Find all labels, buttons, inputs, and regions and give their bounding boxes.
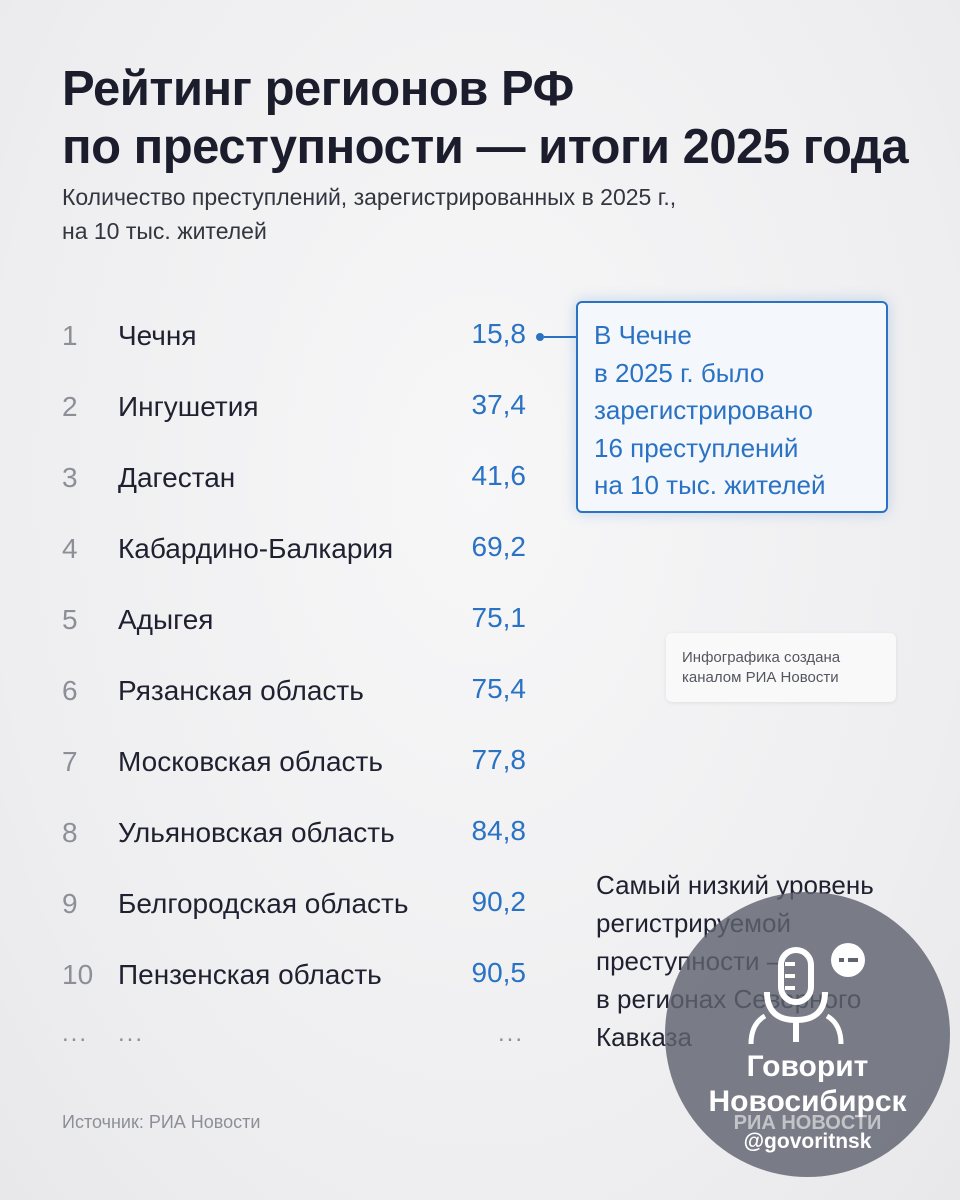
crime-value: 75,1 bbox=[471, 602, 527, 633]
region-name: Кабардино-Балкария bbox=[118, 533, 394, 564]
source-label: Источник: РИА Новости bbox=[62, 1112, 261, 1132]
watermark-title-line-2: Новосибирск bbox=[708, 1085, 907, 1118]
ranking-row: 9 Белгородская область 90,2 bbox=[62, 870, 542, 941]
crime-value: 90,2 bbox=[471, 886, 527, 917]
crime-value: 84,8 bbox=[471, 815, 527, 846]
watermark-handle: @govoritnsk bbox=[743, 1130, 872, 1153]
ranking-row: 2 Ингушетия 37,4 bbox=[62, 373, 542, 444]
microphone-icon bbox=[748, 943, 865, 1045]
rank-number: 9 bbox=[62, 888, 78, 919]
region-name: Рязанская область bbox=[118, 675, 364, 706]
watermark-title-line-1: Говорит bbox=[746, 1050, 869, 1083]
ranking-row: 7 Московская область 77,8 bbox=[62, 728, 542, 799]
title-line-1: Рейтинг регионов РФ bbox=[62, 62, 574, 116]
callout-connector-line bbox=[544, 336, 577, 338]
region-name: Московская область bbox=[118, 746, 383, 777]
rank-number: 2 bbox=[62, 391, 78, 422]
chechnya-callout: В Чечне в 2025 г. было зарегистрировано … bbox=[576, 301, 888, 513]
region-name: Белгородская область bbox=[118, 888, 409, 919]
ranking-row: 5 Адыгея 75,1 bbox=[62, 586, 542, 657]
watermark-ria-logo-text: РИА НОВОСТИ bbox=[733, 1112, 882, 1134]
ranking-row: 3 Дагестан 41,6 bbox=[62, 444, 542, 515]
rank-number: 3 bbox=[62, 462, 78, 493]
crime-value: 69,2 bbox=[471, 531, 527, 562]
ranking-list: 1 Чечня 15,8 2 Ингушетия 37,4 3 Дагестан… bbox=[62, 302, 542, 1012]
callout-line: в 2025 г. было bbox=[594, 357, 765, 388]
infographic-credit: Инфографика создана каналом РИА Новости bbox=[666, 633, 896, 702]
callout-line: зарегистрировано bbox=[594, 395, 813, 425]
crime-value: 37,4 bbox=[471, 389, 527, 420]
subtitle-line-2: на 10 тыс. жителей bbox=[62, 218, 267, 244]
rank-number: 6 bbox=[62, 675, 78, 706]
ellipsis-rank: ... bbox=[62, 1020, 89, 1047]
ranking-row: 10 Пензенская область 90,5 bbox=[62, 941, 542, 1012]
govorit-novosibirsk-watermark: Говорит Новосибирск РИА НОВОСТИ @govorit… bbox=[665, 892, 950, 1177]
subtitle-line-1: Количество преступлений, зарегистрирован… bbox=[62, 184, 677, 210]
ellipsis-region: ... bbox=[118, 1020, 145, 1047]
rank-number: 8 bbox=[62, 817, 78, 848]
rank-number: 10 bbox=[62, 959, 94, 990]
region-name: Ингушетия bbox=[118, 391, 259, 422]
crime-value: 77,8 bbox=[471, 744, 527, 775]
crime-value: 15,8 bbox=[471, 318, 527, 349]
ellipsis-value: ... bbox=[498, 1020, 525, 1047]
ranking-row: 6 Рязанская область 75,4 bbox=[62, 657, 542, 728]
page-subtitle: Количество преступлений, зарегистрирован… bbox=[62, 180, 822, 248]
region-name: Ульяновская область bbox=[118, 817, 395, 848]
ranking-row: 4 Кабардино-Балкария 69,2 bbox=[62, 515, 542, 586]
callout-line: на 10 тыс. жителей bbox=[594, 470, 826, 500]
rank-number: 4 bbox=[62, 533, 78, 564]
rank-number: 5 bbox=[62, 604, 78, 635]
crime-value: 90,5 bbox=[471, 957, 527, 988]
callout-line: В Чечне bbox=[594, 320, 692, 350]
page-title: Рейтинг регионов РФ по преступности — ит… bbox=[62, 60, 909, 176]
crime-value: 41,6 bbox=[471, 460, 527, 491]
credit-line-2: каналом РИА Новости bbox=[682, 669, 839, 686]
region-name: Адыгея bbox=[118, 604, 214, 635]
region-name: Дагестан bbox=[118, 462, 236, 493]
crime-value: 75,4 bbox=[471, 673, 527, 704]
region-name: Чечня bbox=[118, 320, 197, 351]
rank-number: 7 bbox=[62, 746, 78, 777]
title-line-2: по преступности — итоги 2025 года bbox=[62, 120, 909, 174]
ranking-row: 1 Чечня 15,8 bbox=[62, 302, 542, 373]
callout-pointer-dot bbox=[536, 333, 544, 341]
region-name: Пензенская область bbox=[118, 959, 382, 990]
credit-line-1: Инфографика создана bbox=[682, 649, 841, 666]
rank-number: 1 bbox=[62, 320, 78, 351]
callout-line: 16 преступлений bbox=[594, 432, 799, 463]
ranking-row: 8 Ульяновская область 84,8 bbox=[62, 799, 542, 870]
